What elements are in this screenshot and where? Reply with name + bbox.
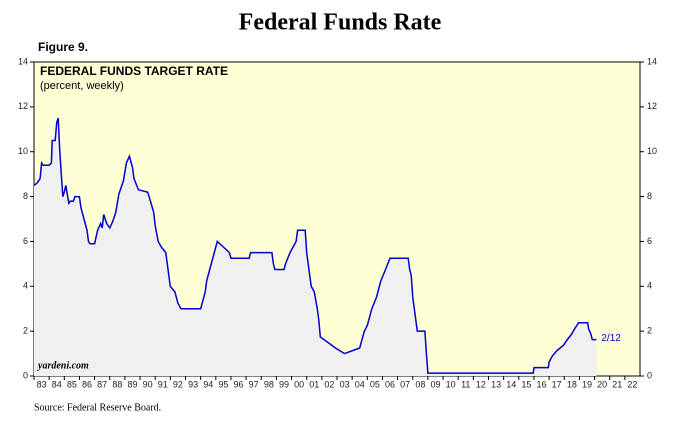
y-tick-label: 10 (18, 146, 28, 156)
x-tick-label: 97 (249, 379, 259, 389)
x-tick-label: 08 (415, 379, 425, 389)
y2-tick-label: 6 (647, 236, 652, 246)
x-tick-label: 96 (234, 379, 244, 389)
x-tick-label: 04 (355, 379, 365, 389)
y2-tick-label: 2 (647, 326, 652, 336)
x-tick-label: 22 (627, 379, 637, 389)
x-tick-label: 92 (173, 379, 183, 389)
y-tick-label: 6 (23, 236, 28, 246)
x-tick-label: 21 (612, 379, 622, 389)
x-tick-label: 07 (400, 379, 410, 389)
figure-label: Figure 9. (38, 40, 88, 54)
x-tick-label: 19 (582, 379, 592, 389)
x-tick-label: 11 (461, 379, 470, 389)
subtitle: (percent, weekly) (40, 80, 124, 92)
x-tick-label: 84 (52, 379, 62, 389)
y-tick-label: 0 (23, 370, 28, 380)
source: Source: Federal Reserve Board. (34, 402, 161, 413)
area (34, 118, 597, 376)
x-tick-label: 10 (446, 379, 456, 389)
y-tick-label: 4 (23, 281, 28, 291)
x-tick-label: 86 (82, 379, 92, 389)
y-tick-label: 8 (23, 191, 28, 201)
chart-title: Federal Funds Rate (239, 10, 442, 36)
line (33, 117, 597, 374)
x-tick-label: 02 (324, 379, 334, 389)
y2-tick-label: 8 (647, 191, 652, 201)
x-tick-label: 13 (491, 379, 501, 389)
x-tick-label: 01 (309, 379, 319, 389)
end-label: 2/12 (601, 333, 621, 344)
x-tick-label: 98 (264, 379, 274, 389)
y-tick-label: 14 (18, 56, 28, 66)
x-tick-label: 91 (158, 379, 168, 389)
y-tick-label: 12 (18, 101, 28, 111)
x-tick-label: 99 (279, 379, 289, 389)
x-tick-label: 15 (521, 379, 531, 389)
y2-tick-label: 0 (647, 370, 652, 380)
y2-tick-label: 10 (647, 146, 657, 156)
y2-tick-label: 14 (647, 56, 657, 66)
x-tick-label: 88 (112, 379, 122, 389)
x-tick-label: 87 (97, 379, 107, 389)
x-tick-label: 12 (476, 379, 486, 389)
x-tick-label: 20 (597, 379, 607, 389)
x-tick-label: 18 (567, 379, 577, 389)
y-tick-label: 2 (23, 326, 28, 336)
x-tick-label: 89 (127, 379, 137, 389)
x-tick-label: 06 (385, 379, 395, 389)
x-tick-label: 93 (188, 379, 198, 389)
x-tick-label: 16 (537, 379, 547, 389)
x-tick-label: 17 (552, 379, 562, 389)
y2-tick-label: 12 (647, 101, 657, 111)
x-tick-label: 03 (340, 379, 350, 389)
panel-title: FEDERAL FUNDS TARGET RATE (40, 64, 228, 78)
x-tick-label: 95 (218, 379, 228, 389)
x-tick-label: 09 (430, 379, 440, 389)
x-tick-label: 83 (37, 379, 47, 389)
x-tick-label: 94 (203, 379, 213, 389)
x-tick-label: 90 (143, 379, 153, 389)
x-tick-label: 05 (370, 379, 380, 389)
x-tick-label: 00 (294, 379, 304, 389)
watermark: yardeni.com (37, 360, 89, 371)
x-tick-label: 85 (67, 379, 77, 389)
y2-tick-label: 4 (647, 281, 652, 291)
x-tick-label: 14 (506, 379, 516, 389)
